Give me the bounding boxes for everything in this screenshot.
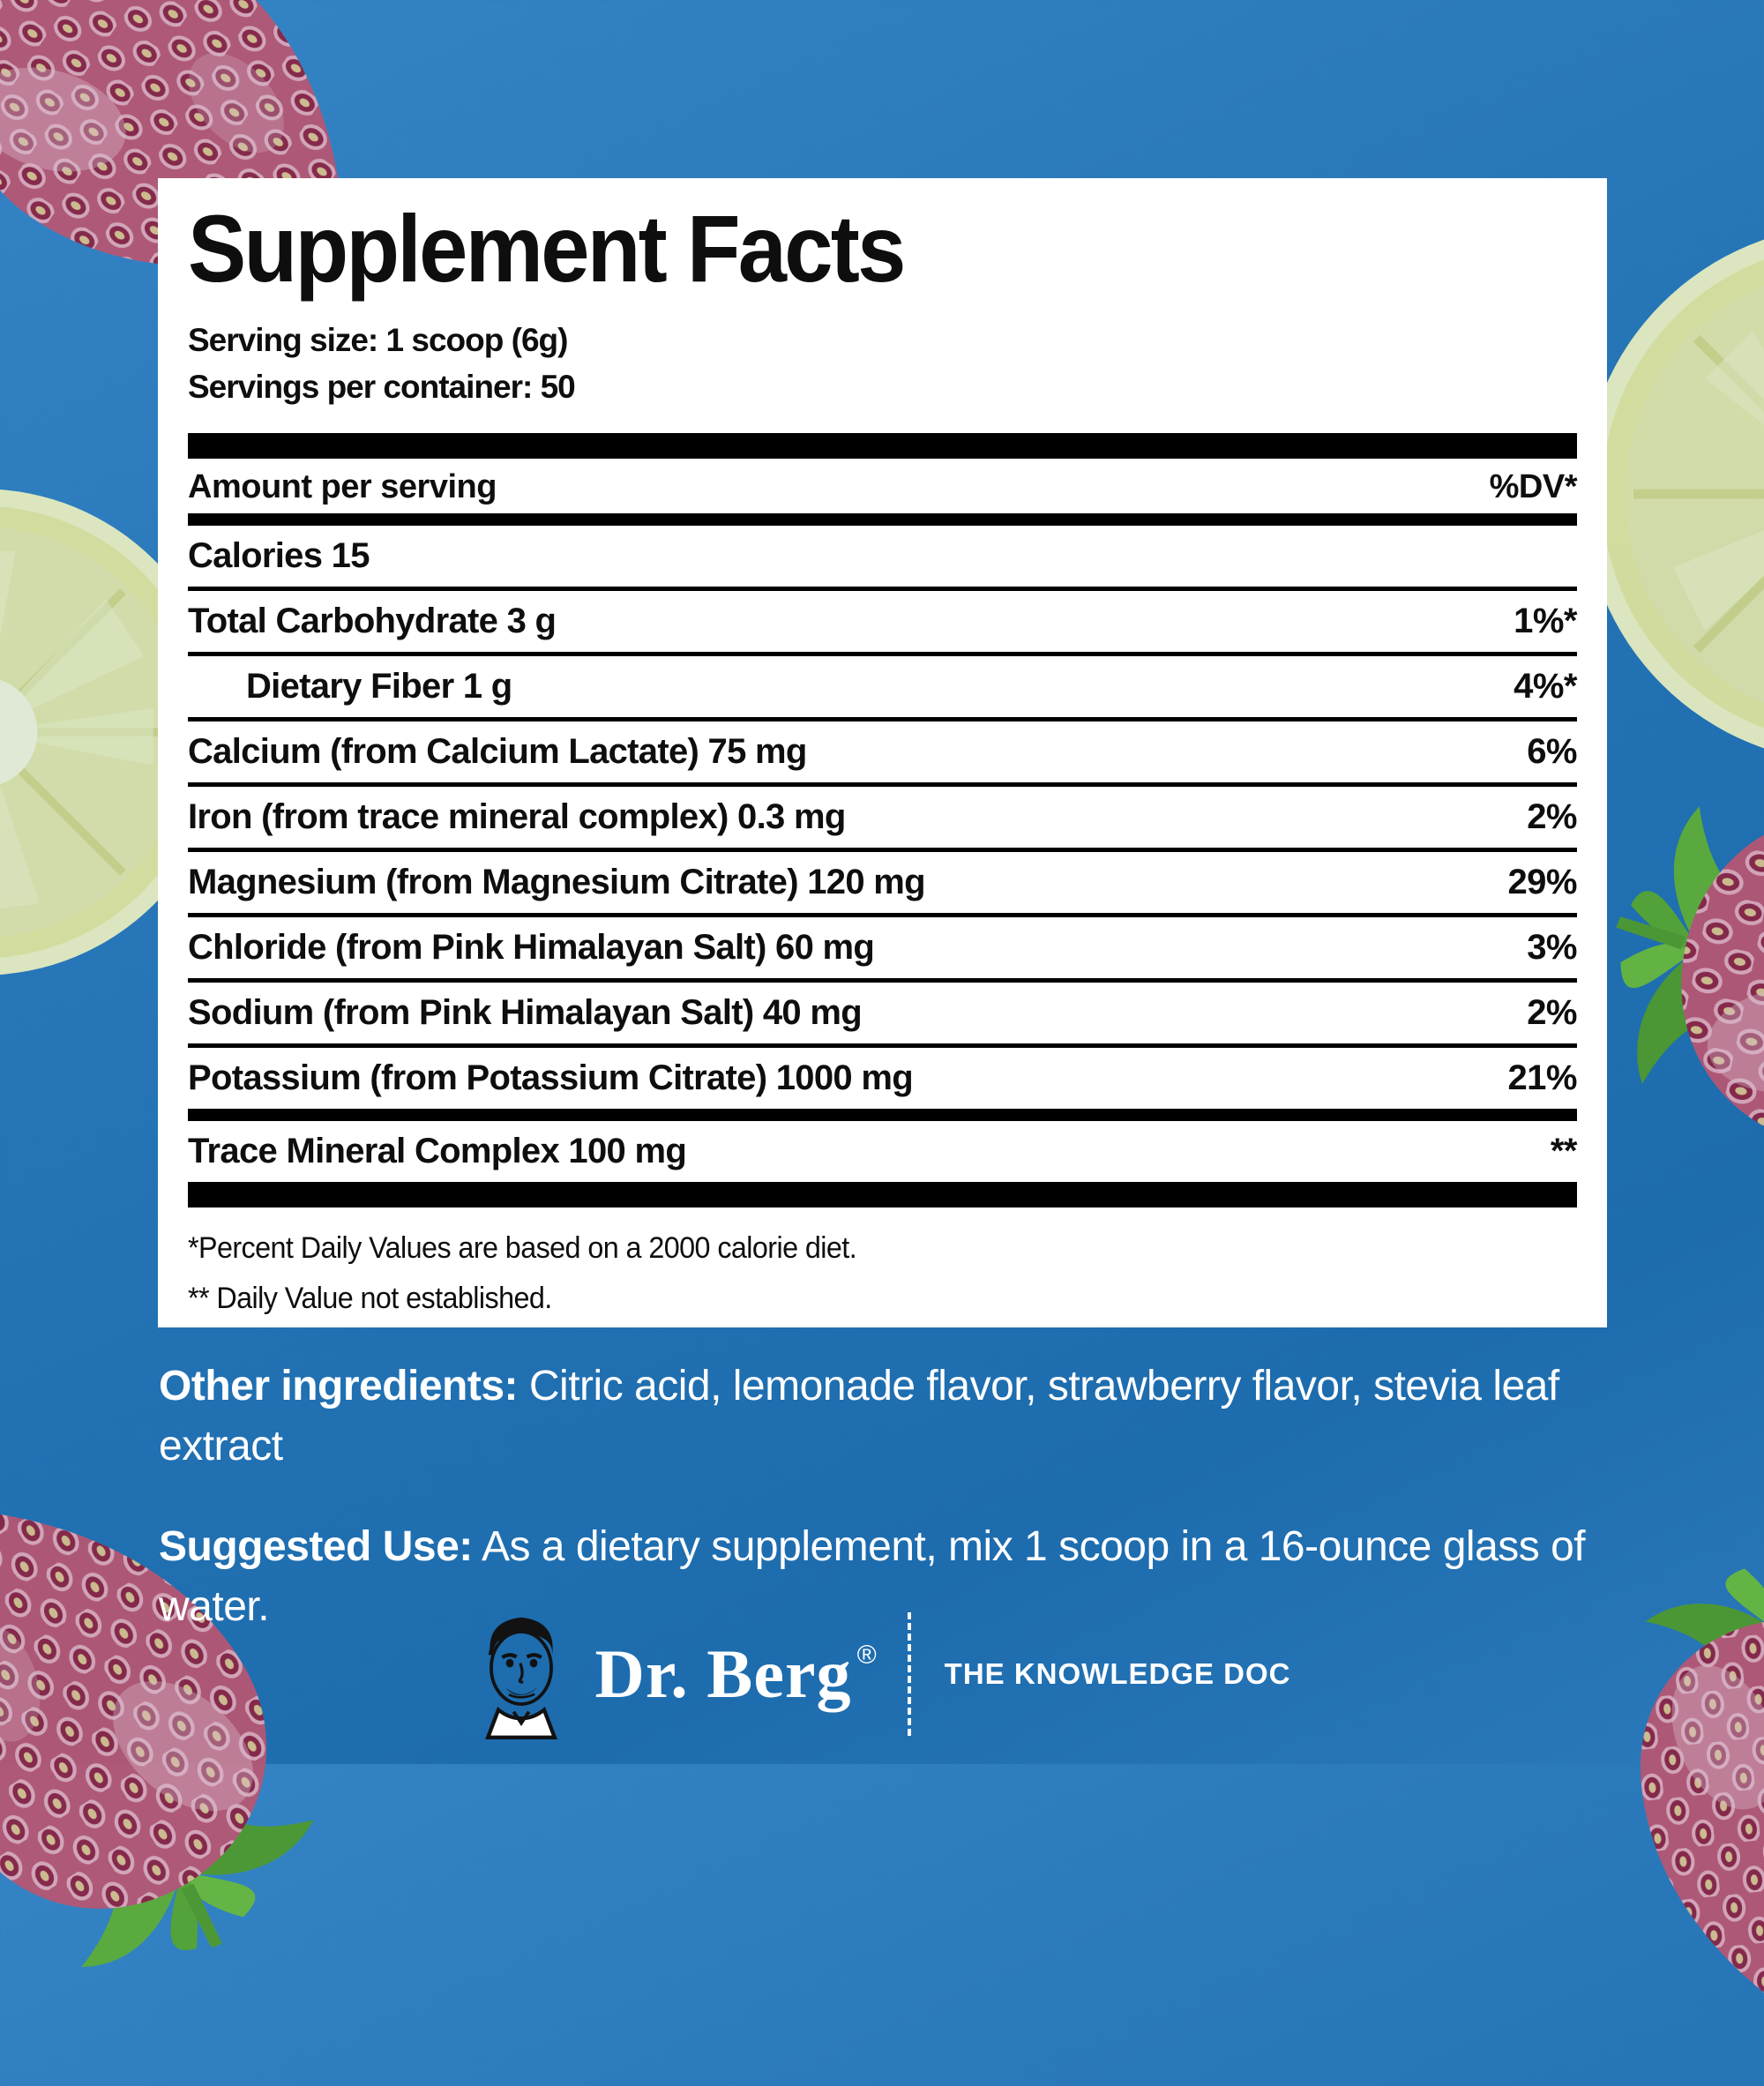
- row-label: Potassium (from Potassium Citrate) 1000 …: [188, 1058, 914, 1098]
- brand-footer: Dr. Berg ® THE KNOWLEDGE DOC: [0, 1604, 1764, 1745]
- divider-thick-bottom: [188, 1182, 1577, 1208]
- row-dv: 29%: [1507, 863, 1577, 902]
- other-ingredients-text: Citric acid, lemonade flavor, strawberry…: [159, 1363, 1559, 1470]
- row-label: Calcium (from Calcium Lactate) 75 mg: [188, 732, 807, 772]
- row-separator: [188, 782, 1577, 788]
- row-dv: 3%: [1527, 928, 1577, 968]
- divider-medium-trace: [188, 1109, 1577, 1122]
- row-label: Calories 15: [188, 536, 370, 576]
- table-row-calories: Calories 15: [188, 526, 1577, 587]
- table-row-carbohydrate: Total Carbohydrate 3 g 1%*: [188, 591, 1577, 652]
- row-dv: 4%*: [1514, 667, 1577, 707]
- brand-divider: [907, 1612, 911, 1736]
- info-section: Other ingredients: Citric acid, lemonade…: [159, 1357, 1658, 1638]
- header-amount: Amount per serving: [188, 468, 497, 506]
- row-label: Iron (from trace mineral complex) 0.3 mg: [188, 797, 846, 837]
- table-row-fiber: Dietary Fiber 1 g 4%*: [188, 656, 1577, 717]
- row-separator: [188, 587, 1577, 592]
- other-ingredients: Other ingredients: Citric acid, lemonade…: [159, 1357, 1605, 1477]
- row-label: Sodium (from Pink Himalayan Salt) 40 mg: [188, 993, 863, 1033]
- supplement-facts-panel: Supplement Facts Serving size: 1 scoop (…: [158, 178, 1607, 1327]
- header-dv: %DV*: [1489, 468, 1578, 506]
- row-label: Dietary Fiber 1 g: [246, 667, 512, 707]
- row-dv: 6%: [1527, 732, 1577, 772]
- table-row-chloride: Chloride (from Pink Himalayan Salt) 60 m…: [188, 917, 1577, 978]
- row-dv: 21%: [1507, 1058, 1577, 1098]
- row-label: Magnesium (from Magnesium Citrate) 120 m…: [188, 863, 926, 902]
- registered-mark: ®: [856, 1641, 878, 1670]
- row-label: Trace Mineral Complex 100 mg: [188, 1132, 687, 1171]
- row-separator: [188, 717, 1577, 722]
- row-label: Total Carbohydrate 3 g: [188, 602, 557, 641]
- dr-berg-face-logo: [484, 1617, 557, 1739]
- row-dv: 2%: [1527, 797, 1577, 837]
- serving-size: Serving size: 1 scoop (6g): [188, 322, 568, 358]
- table-row-potassium: Potassium (from Potassium Citrate) 1000 …: [188, 1048, 1577, 1109]
- row-separator: [188, 652, 1577, 657]
- divider-medium-header: [188, 513, 1577, 527]
- row-dv: 1%*: [1514, 602, 1577, 641]
- suggested-use-text: As a dietary supplement, mix 1 scoop in …: [159, 1523, 1586, 1631]
- table-row-magnesium: Magnesium (from Magnesium Citrate) 120 m…: [188, 852, 1577, 913]
- footnote-daily-values: *Percent Daily Values are based on a 200…: [188, 1231, 857, 1266]
- table-row-sodium: Sodium (from Pink Himalayan Salt) 40 mg …: [188, 983, 1577, 1043]
- panel-title: Supplement Facts: [188, 195, 906, 302]
- row-label: Chloride (from Pink Himalayan Salt) 60 m…: [188, 928, 875, 968]
- servings-per-container: Servings per container: 50: [188, 368, 576, 405]
- table-header-row: Amount per serving %DV*: [188, 459, 1578, 513]
- footnotes: *Percent Daily Values are based on a 200…: [188, 1227, 1577, 1321]
- brand-name: Dr. Berg ®: [595, 1634, 878, 1714]
- row-separator: [188, 978, 1577, 983]
- brand-name-text: Dr. Berg: [594, 1635, 852, 1712]
- suggested-use: Suggested Use: As a dietary supplement, …: [159, 1517, 1623, 1637]
- row-separator: [188, 848, 1577, 853]
- suggested-use-label: Suggested Use:: [159, 1523, 473, 1571]
- row-dv: 2%: [1527, 993, 1577, 1033]
- table-row-calcium: Calcium (from Calcium Lactate) 75 mg 6%: [188, 722, 1577, 782]
- brand-tagline: THE KNOWLEDGE DOC: [944, 1657, 1291, 1690]
- footnote-not-established: ** Daily Value not established.: [188, 1282, 552, 1316]
- divider-thick-top: [188, 433, 1577, 460]
- row-dv: **: [1550, 1132, 1578, 1171]
- other-ingredients-label: Other ingredients:: [159, 1363, 519, 1409]
- table-row-iron: Iron (from trace mineral complex) 0.3 mg…: [188, 787, 1577, 848]
- row-separator: [188, 1043, 1577, 1049]
- table-row-trace-mineral: Trace Mineral Complex 100 mg **: [188, 1121, 1578, 1182]
- serving-info: Serving size: 1 scoop (6g) Servings per …: [188, 318, 1577, 410]
- row-separator: [188, 913, 1577, 918]
